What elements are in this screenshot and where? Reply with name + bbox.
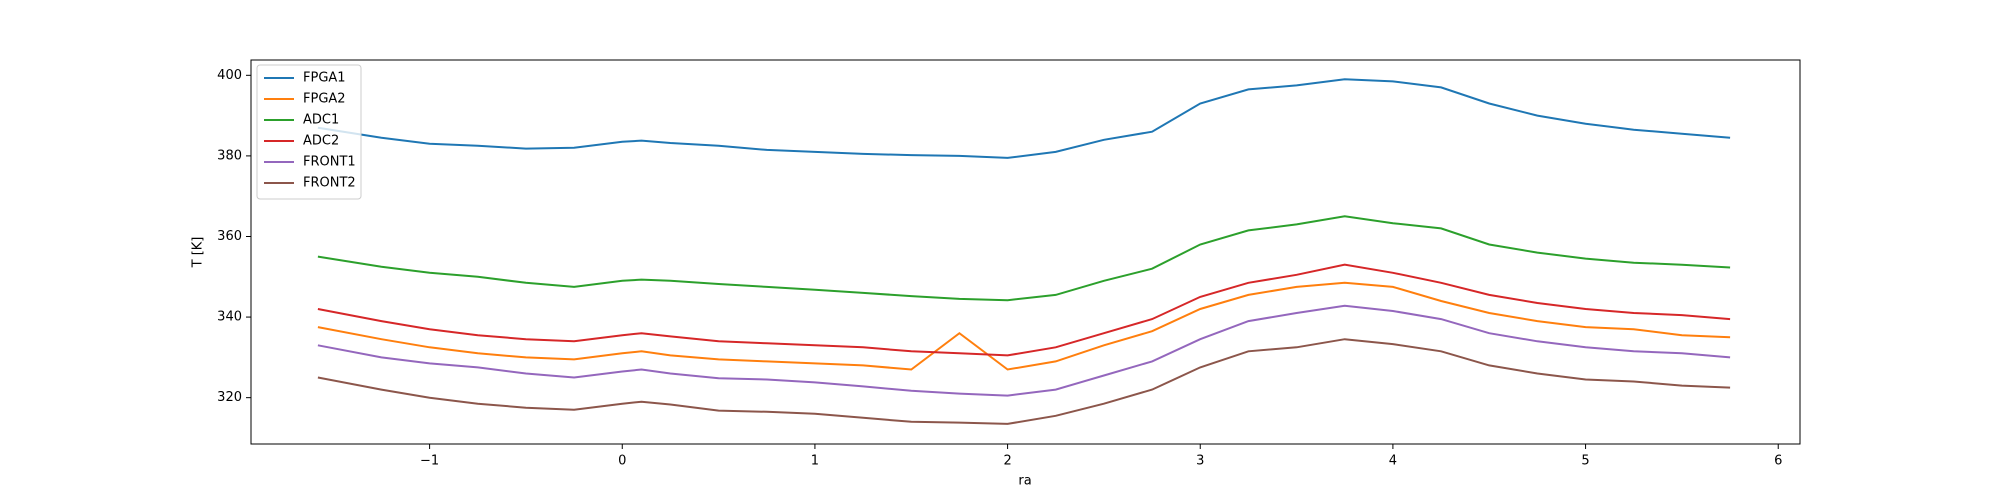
x-tick-label: 4 [1389,454,1397,469]
series-line [317,338,1731,425]
legend-label: ADC1 [303,113,339,128]
y-tick-label: 320 [217,390,242,405]
x-tick-label: 6 [1774,454,1782,469]
plot-frame [250,59,1801,445]
legend-label: FRONT2 [303,176,356,191]
legend-label: FPGA1 [303,71,346,86]
legend-label: ADC2 [303,134,339,149]
y-tick-label: 400 [217,68,242,83]
series-line [317,215,1731,302]
series-line [317,304,1731,397]
legend-label: FRONT1 [303,155,356,170]
series-line [317,263,1731,357]
y-axis-label: T [K] [191,237,206,269]
series-line [317,281,1731,371]
y-tick-label: 340 [217,310,242,325]
series-line [317,78,1731,159]
legend-label: FPGA2 [303,92,346,107]
x-tick-label: 3 [1196,454,1204,469]
x-tick-label: 0 [618,454,626,469]
x-tick-label: 1 [811,454,819,469]
x-axis-label: ra [1018,474,1031,489]
y-tick-label: 380 [217,148,242,163]
x-tick-label: −1 [420,454,439,469]
y-tick-label: 360 [217,229,242,244]
x-tick-label: 2 [1003,454,1011,469]
x-tick-label: 5 [1581,454,1589,469]
